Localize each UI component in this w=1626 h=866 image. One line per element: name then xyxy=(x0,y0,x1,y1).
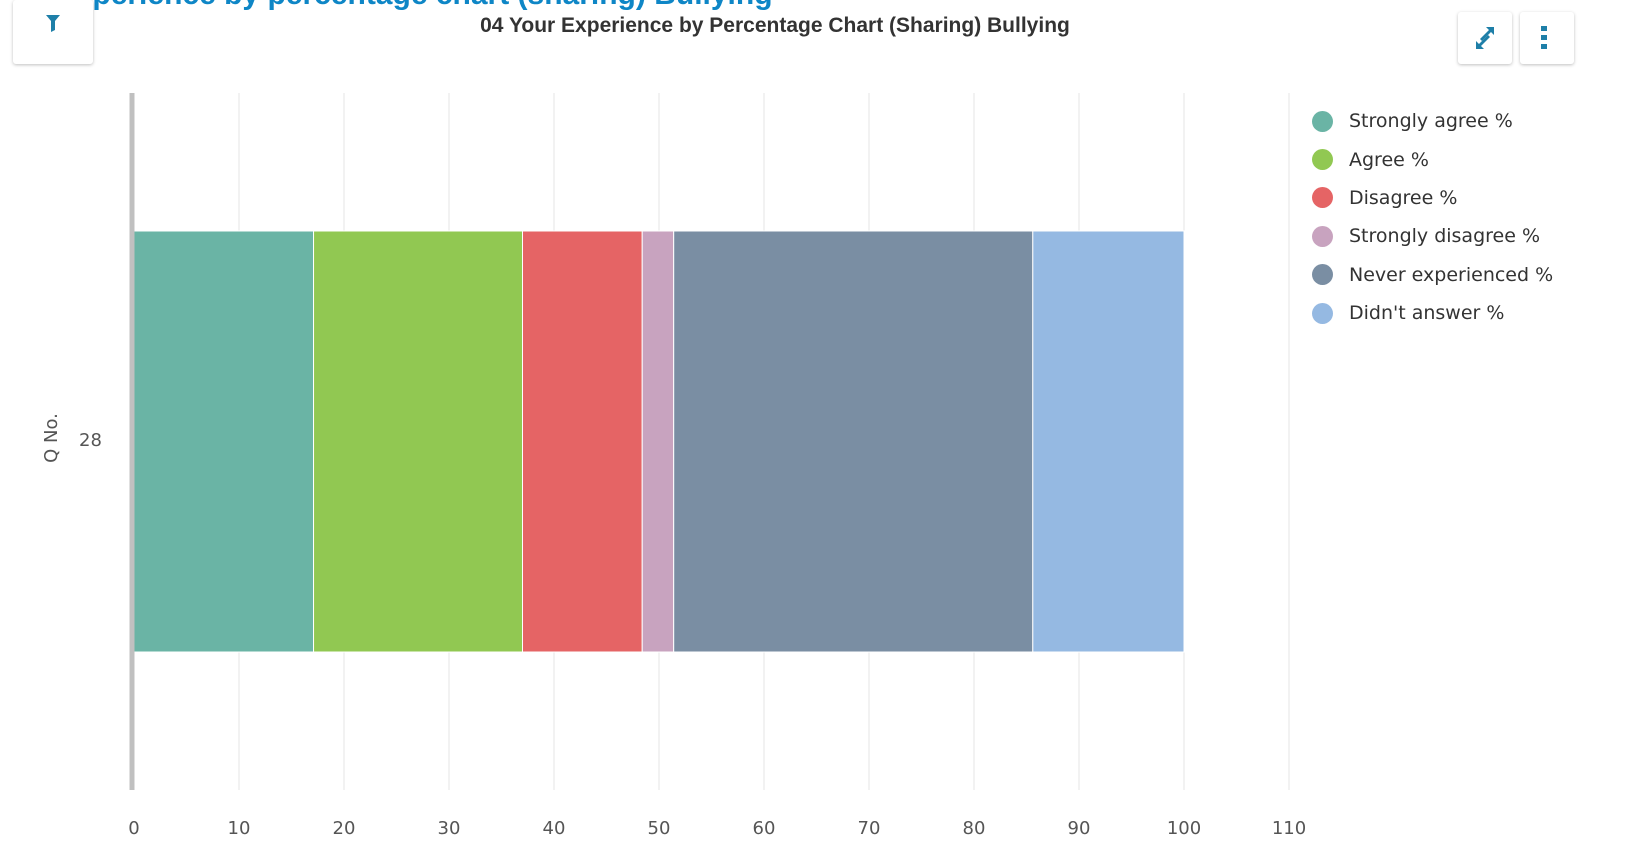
legend-label: Strongly agree % xyxy=(1349,110,1513,133)
bar-segment xyxy=(641,230,675,653)
y-tick-label: 28 xyxy=(79,430,102,451)
menu-button[interactable] xyxy=(1520,12,1574,64)
partially-visible-heading: Q Experience by percentage chart (sharin… xyxy=(24,0,773,12)
legend-label: Agree % xyxy=(1349,148,1429,171)
x-tick-label: 0 xyxy=(128,818,139,839)
x-tick-label: 50 xyxy=(648,818,671,839)
legend-label: Didn't answer % xyxy=(1349,302,1505,325)
legend-label: Never experienced % xyxy=(1349,263,1554,286)
x-tick-label: 100 xyxy=(1167,818,1201,839)
legend-item[interactable]: Agree % xyxy=(1312,140,1612,178)
legend-label: Strongly disagree % xyxy=(1349,225,1541,248)
legend-item[interactable]: Strongly disagree % xyxy=(1312,217,1612,255)
legend-marker xyxy=(1312,225,1333,247)
bar-segment xyxy=(522,230,643,653)
x-tick-label: 30 xyxy=(438,818,461,839)
chart-title: 04 Your Experience by Percentage Chart (… xyxy=(480,14,1070,37)
legend-marker xyxy=(1312,264,1333,286)
legend-label: Disagree % xyxy=(1349,186,1458,209)
expand-button[interactable] xyxy=(1458,12,1512,64)
legend-marker xyxy=(1312,149,1333,171)
legend-marker xyxy=(1312,302,1333,324)
x-tick-label: 40 xyxy=(543,818,566,839)
x-tick-label: 110 xyxy=(1272,818,1306,839)
bar-segment xyxy=(673,230,1034,653)
legend-marker xyxy=(1312,187,1333,209)
legend-item[interactable]: Disagree % xyxy=(1312,179,1612,217)
bar-segment xyxy=(133,230,315,653)
legend-marker xyxy=(1312,110,1333,132)
x-tick-label: 90 xyxy=(1068,818,1091,839)
bar-layer xyxy=(133,230,1185,653)
legend: Strongly agree % Agree % Disagree % Strongl… xyxy=(1312,102,1612,332)
x-tick-label: 80 xyxy=(963,818,986,839)
x-tick-label: 20 xyxy=(333,818,356,839)
bar-segment xyxy=(1032,230,1185,653)
x-tick-label: 70 xyxy=(858,818,881,839)
x-tick-label: 10 xyxy=(228,818,251,839)
bar-segment xyxy=(313,230,523,653)
legend-item[interactable]: Strongly agree % xyxy=(1312,102,1612,140)
x-tick-label: 60 xyxy=(753,818,776,839)
legend-item[interactable]: Didn't answer % xyxy=(1312,294,1612,332)
x-tick-layer: 0 10 20 30 40 50 60 70 80 90 100 110 xyxy=(128,818,1306,839)
legend-item[interactable]: Never experienced % xyxy=(1312,256,1612,294)
filter-button[interactable] xyxy=(13,0,93,64)
